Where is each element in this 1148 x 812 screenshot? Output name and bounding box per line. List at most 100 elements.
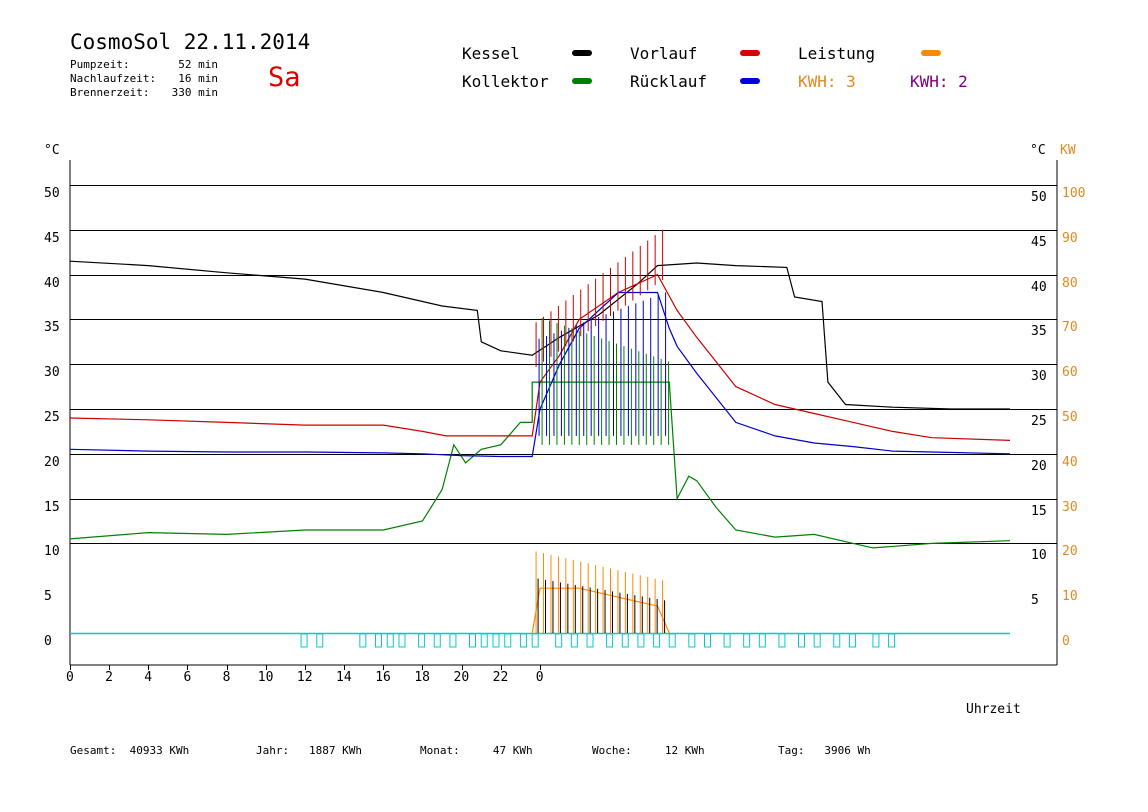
x-tick-label: 0 xyxy=(66,670,74,685)
pump-marker xyxy=(359,633,367,648)
left-tick-label: 35 xyxy=(44,320,60,336)
footer-monat: Monat: 47 KWh xyxy=(420,744,533,757)
right-tick-label: 50 xyxy=(1031,190,1047,205)
left-tick-label: 50 xyxy=(44,186,60,201)
right-tick-label: 45 xyxy=(1031,234,1047,250)
pump-marker xyxy=(621,633,629,648)
legend-ruecklauf-swatch xyxy=(740,78,760,84)
left-tick-label: 20 xyxy=(44,454,60,470)
x-tick-label: 18 xyxy=(414,670,430,685)
legend-kessel-swatch xyxy=(572,50,592,56)
legend-kwh-2: KWH: 2 xyxy=(910,72,968,91)
series-vorlauf xyxy=(69,273,1011,441)
footer-jahr: Jahr: 1887 KWh xyxy=(256,744,362,757)
x-tick-label: 22 xyxy=(492,670,509,685)
legend-ruecklauf: Rücklauf xyxy=(630,72,708,91)
chart-title: CosmoSol 22.11.2014 xyxy=(70,30,311,54)
pump-marker xyxy=(723,633,731,648)
legend-kollektor: Kollektor xyxy=(462,72,549,91)
pump-marker xyxy=(519,633,527,648)
pump-marker xyxy=(833,633,841,648)
x-axis-label: Uhrzeit xyxy=(966,702,1021,717)
legend-leistung-swatch xyxy=(921,50,941,56)
left-tick-label: 45 xyxy=(44,230,60,246)
pump-marker xyxy=(555,633,563,648)
x-tick-label: 6 xyxy=(183,670,192,685)
x-tick-label: 14 xyxy=(336,670,352,685)
pump-marker xyxy=(888,633,896,648)
legend-vorlauf: Vorlauf xyxy=(630,44,698,63)
pump-marker xyxy=(798,633,805,648)
pump-marker xyxy=(813,633,821,648)
right-tick-label: 30 xyxy=(1031,369,1047,385)
pump-marker xyxy=(398,633,406,648)
left-tick-label: 0 xyxy=(44,634,52,649)
pump-marker xyxy=(653,633,661,648)
legend-vorlauf-swatch xyxy=(740,50,760,56)
right-tick-label: 25 xyxy=(1031,414,1047,429)
left-tick-label: 5 xyxy=(44,589,52,605)
pump-marker xyxy=(469,633,476,648)
right-tick-label: 5 xyxy=(1031,593,1039,609)
pump-marker xyxy=(668,633,676,648)
pump-marker xyxy=(570,633,578,648)
x-tick-label: 16 xyxy=(375,670,391,685)
left-tick-label: 30 xyxy=(44,365,60,381)
left-tick-label: 10 xyxy=(44,544,60,560)
x-tick-label: 0 xyxy=(535,670,544,685)
right-kw-tick-label: 50 xyxy=(1062,410,1078,425)
pump-marker xyxy=(758,633,766,648)
left-axis-unit: °C xyxy=(44,143,60,158)
pump-marker xyxy=(743,633,751,648)
footer-tag: Tag: 3906 Wh xyxy=(778,744,871,757)
info-nachlaufzeit: Nachlaufzeit: 16 min xyxy=(70,72,218,85)
right-kw-tick-label: 80 xyxy=(1062,275,1078,291)
right-kw-tick-label: 60 xyxy=(1062,365,1078,381)
right-kw-tick-label: 10 xyxy=(1062,589,1078,605)
footer-gesamt: Gesamt: 40933 KWh xyxy=(70,744,190,757)
legend-kwh-1: KWH: 3 xyxy=(798,72,856,91)
pump-marker xyxy=(375,633,382,648)
pump-marker xyxy=(480,633,488,648)
right-tick-label: 40 xyxy=(1031,279,1047,295)
right-kw-tick-label: 40 xyxy=(1062,454,1078,470)
series-kollektor xyxy=(69,381,1011,549)
right-tick-label: 35 xyxy=(1031,324,1047,340)
x-tick-label: 20 xyxy=(453,670,470,685)
weekday-label: Sa xyxy=(268,62,301,93)
right-kw-tick-label: 100 xyxy=(1062,186,1086,201)
right-tick-label: 10 xyxy=(1031,548,1047,564)
right-kw-tick-label: 20 xyxy=(1062,544,1078,560)
series-kessel xyxy=(69,260,1010,410)
pump-marker xyxy=(872,633,880,648)
pump-marker xyxy=(704,633,711,648)
series-rücklauf xyxy=(69,291,1011,458)
right-tick-label: 20 xyxy=(1031,458,1047,474)
pump-marker xyxy=(778,633,786,648)
x-tick-label: 8 xyxy=(222,670,231,685)
right-axis-unit: °C xyxy=(1030,143,1046,158)
footer-woche: Woche: 12 KWh xyxy=(592,744,705,757)
pump-marker xyxy=(586,633,594,648)
right-kw-tick-label: 30 xyxy=(1062,499,1078,515)
right-kw-tick-label: 70 xyxy=(1062,320,1078,336)
info-pumpzeit: Pumpzeit: 52 min xyxy=(70,58,218,71)
pump-marker xyxy=(504,633,512,648)
left-tick-label: 15 xyxy=(44,499,60,515)
pump-marker xyxy=(848,633,856,648)
left-tick-label: 25 xyxy=(44,410,60,425)
x-tick-label: 12 xyxy=(296,670,313,685)
x-tick-label: 2 xyxy=(105,670,113,685)
legend-leistung: Leistung xyxy=(798,44,876,63)
pump-marker xyxy=(418,633,426,648)
right-axis-unit-kw: KW xyxy=(1060,143,1076,158)
pump-marker xyxy=(606,633,614,648)
pump-marker xyxy=(386,633,394,648)
right-tick-label: 15 xyxy=(1031,503,1047,519)
info-brennerzeit: Brennerzeit: 330 min xyxy=(70,86,218,99)
pump-marker xyxy=(637,633,645,648)
right-kw-tick-label: 0 xyxy=(1062,634,1070,649)
pump-marker xyxy=(449,633,457,648)
left-tick-label: 40 xyxy=(44,275,60,291)
